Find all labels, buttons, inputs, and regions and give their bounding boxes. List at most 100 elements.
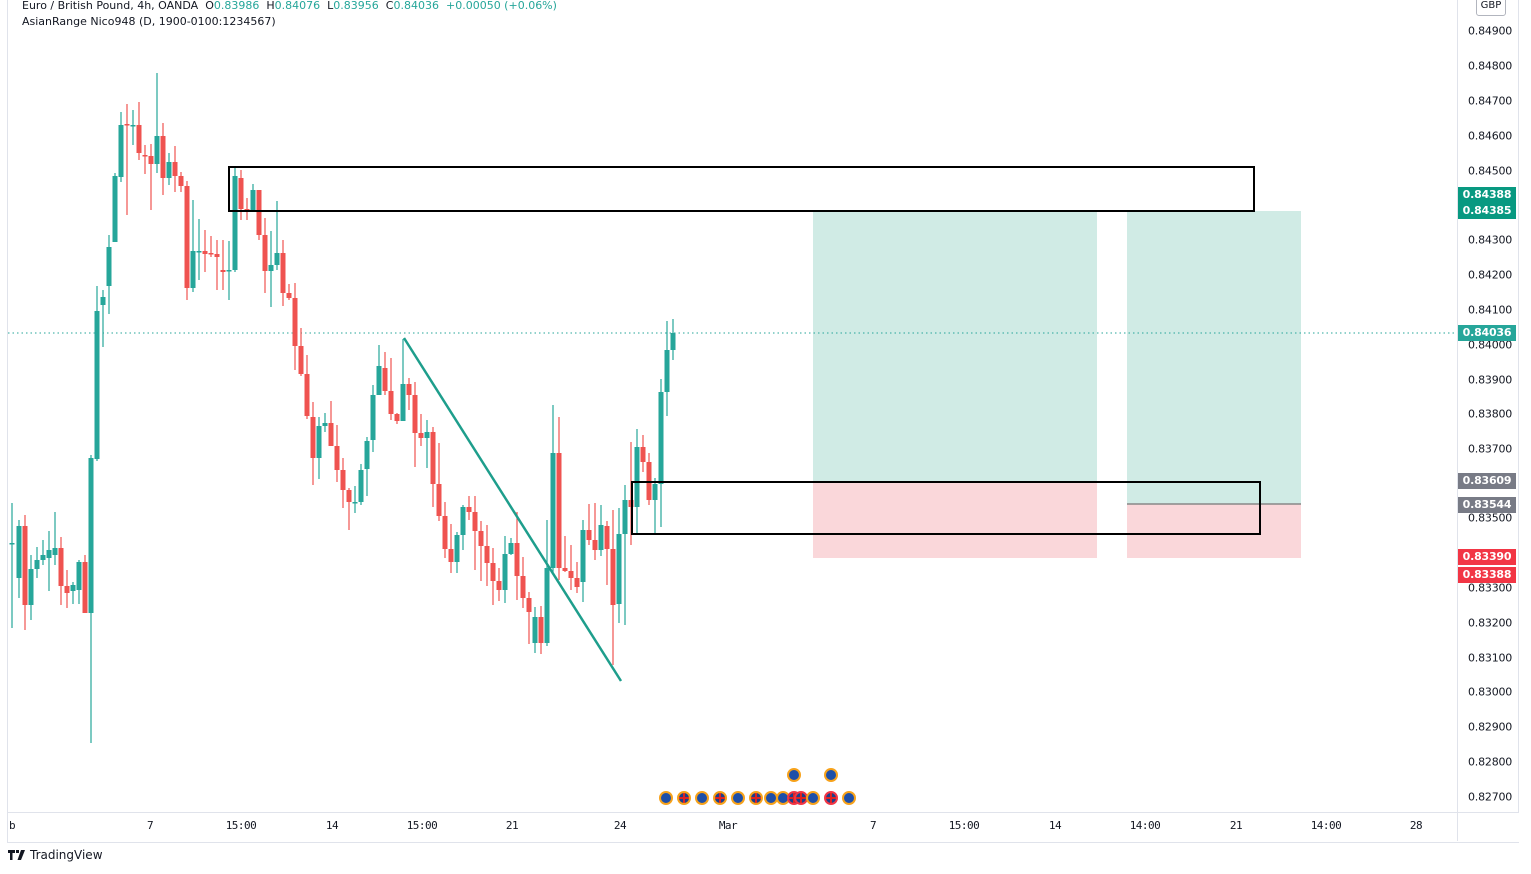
- candle-body[interactable]: [190, 251, 196, 288]
- eu-flag-event-icon[interactable]: [824, 768, 838, 782]
- candle-body[interactable]: [658, 392, 664, 484]
- candle-body[interactable]: [130, 125, 136, 127]
- candle-body[interactable]: [592, 540, 598, 550]
- candle-body[interactable]: [430, 432, 436, 484]
- candle-body[interactable]: [400, 384, 406, 421]
- candle-body[interactable]: [448, 549, 454, 562]
- candle-body[interactable]: [622, 500, 628, 534]
- candle-body[interactable]: [298, 346, 304, 374]
- candle-body[interactable]: [34, 560, 40, 569]
- candle-body[interactable]: [214, 254, 220, 257]
- candle-body[interactable]: [202, 251, 208, 254]
- position-2-stop-zone[interactable]: [1127, 504, 1301, 558]
- candle-body[interactable]: [106, 247, 112, 286]
- candle-body[interactable]: [28, 569, 34, 605]
- candle-body[interactable]: [118, 125, 124, 177]
- candle-body[interactable]: [370, 395, 376, 440]
- candle-body[interactable]: [268, 265, 274, 271]
- candle-body[interactable]: [442, 516, 448, 549]
- candle-body[interactable]: [64, 586, 70, 593]
- tradingview-logo[interactable]: TradingView: [8, 848, 103, 862]
- eu-flag-event-icon[interactable]: [842, 791, 856, 805]
- uk-flag-event-icon[interactable]: [677, 791, 691, 805]
- candle-body[interactable]: [544, 568, 550, 643]
- candle-body[interactable]: [436, 484, 442, 516]
- candle-body[interactable]: [9, 543, 15, 545]
- candle-body[interactable]: [286, 293, 292, 298]
- candle-body[interactable]: [16, 526, 22, 578]
- candle-body[interactable]: [160, 136, 166, 178]
- candle-body[interactable]: [382, 368, 388, 391]
- candle-body[interactable]: [154, 136, 160, 164]
- candle-body[interactable]: [490, 563, 496, 581]
- symbol-title[interactable]: Euro / British Pound, 4h, OANDA: [22, 0, 199, 12]
- candle-body[interactable]: [358, 470, 364, 502]
- candle-body[interactable]: [82, 562, 88, 613]
- eu-flag-event-icon[interactable]: [731, 791, 745, 805]
- candle-body[interactable]: [376, 366, 382, 395]
- position-1-stop-zone[interactable]: [813, 482, 1097, 558]
- candle-body[interactable]: [406, 384, 412, 395]
- candle-body[interactable]: [232, 176, 238, 270]
- candle-body[interactable]: [136, 125, 142, 153]
- uk-flag-event-icon[interactable]: [713, 791, 727, 805]
- candle-body[interactable]: [76, 562, 82, 590]
- candle-body[interactable]: [328, 423, 334, 446]
- candle-body[interactable]: [616, 534, 622, 604]
- candle-body[interactable]: [112, 176, 118, 242]
- candle-body[interactable]: [550, 453, 556, 568]
- trendline[interactable]: [402, 337, 623, 682]
- eu-flag-event-icon[interactable]: [695, 791, 709, 805]
- price-scale[interactable]: 0.84900 0.84800 0.84700 0.84600 0.84500 0.843…: [1457, 0, 1519, 812]
- candle-body[interactable]: [100, 297, 106, 305]
- candle-body[interactable]: [292, 298, 298, 346]
- candle-body[interactable]: [478, 531, 484, 546]
- candle-body[interactable]: [172, 162, 178, 176]
- candle-body[interactable]: [670, 333, 676, 350]
- candle-body[interactable]: [178, 176, 184, 186]
- candle-body[interactable]: [226, 270, 232, 272]
- candle-body[interactable]: [610, 549, 616, 605]
- candle-body[interactable]: [40, 555, 46, 560]
- candle-body[interactable]: [538, 617, 544, 643]
- candle-body[interactable]: [466, 507, 472, 512]
- candle-body[interactable]: [142, 155, 148, 157]
- candle-body[interactable]: [22, 526, 28, 605]
- candle-body[interactable]: [52, 548, 58, 555]
- candle-body[interactable]: [274, 253, 280, 265]
- candle-body[interactable]: [124, 124, 130, 126]
- candle-body[interactable]: [652, 484, 658, 500]
- candle-body[interactable]: [322, 423, 328, 426]
- candle-body[interactable]: [454, 535, 460, 562]
- candle-body[interactable]: [586, 530, 592, 540]
- candle-body[interactable]: [568, 571, 574, 578]
- candle-body[interactable]: [256, 190, 262, 235]
- candle-body[interactable]: [70, 585, 76, 591]
- candle-body[interactable]: [166, 162, 172, 178]
- candle-body[interactable]: [424, 432, 430, 438]
- position-1-target-zone[interactable]: [813, 211, 1097, 482]
- candle-body[interactable]: [352, 502, 358, 504]
- candle-body[interactable]: [526, 598, 532, 612]
- candle-body[interactable]: [664, 350, 670, 392]
- candle-body[interactable]: [394, 414, 400, 421]
- candle-body[interactable]: [562, 568, 568, 571]
- candle-body[interactable]: [220, 270, 226, 272]
- candle-body[interactable]: [310, 417, 316, 458]
- candle-body[interactable]: [634, 447, 640, 507]
- candle-body[interactable]: [472, 512, 478, 531]
- candle-body[interactable]: [508, 543, 514, 554]
- candle-body[interactable]: [196, 251, 202, 253]
- uk-flag-event-icon[interactable]: [824, 791, 838, 805]
- eu-flag-event-icon[interactable]: [659, 791, 673, 805]
- time-axis[interactable]: b 7 15:00 14 15:00 21 24 Mar 7 15:00 14 14:00 21 14:0…: [7, 812, 1519, 843]
- candle-body[interactable]: [640, 447, 646, 462]
- candle-body[interactable]: [316, 426, 322, 458]
- candle-body[interactable]: [88, 458, 94, 613]
- candle-body[interactable]: [334, 446, 340, 470]
- candle-body[interactable]: [484, 546, 490, 563]
- currency-badge[interactable]: GBP: [1476, 0, 1506, 16]
- candle-body[interactable]: [94, 311, 100, 459]
- candle-body[interactable]: [58, 548, 64, 586]
- candlestick-plot[interactable]: [8, 0, 1458, 812]
